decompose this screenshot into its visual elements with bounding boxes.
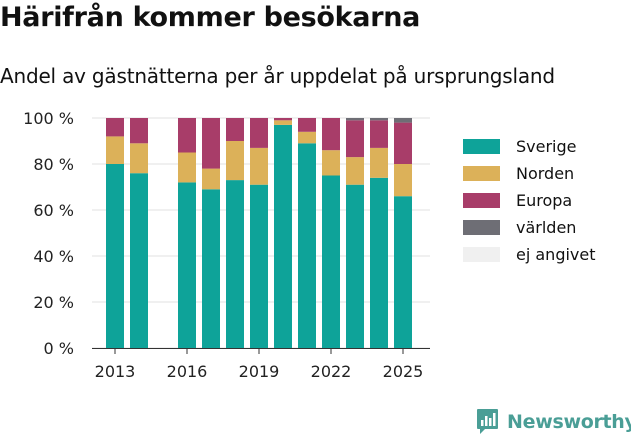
y-tick-label: 60 % — [33, 201, 74, 220]
legend-swatch — [463, 220, 500, 235]
bar-segment — [226, 118, 244, 141]
legend-item-sverige: Sverige — [463, 133, 596, 160]
chart-title: Härifrån kommer besökarna — [0, 2, 421, 33]
bar-segment — [322, 150, 340, 176]
brand-name: Newsworthy — [507, 410, 631, 433]
x-tick-label: 2025 — [383, 362, 424, 381]
bar-segment — [202, 189, 220, 348]
bar-segment — [178, 118, 196, 153]
y-tick-label: 100 % — [23, 109, 74, 128]
bar-segment — [130, 143, 148, 174]
chart-legend: Sverige Norden Europa världen ej angivet — [463, 133, 596, 268]
bar-segment — [106, 164, 124, 348]
bar-segment — [250, 118, 268, 148]
bar-segment — [250, 147, 268, 185]
y-tick-label: 20 % — [33, 293, 74, 312]
x-tick-label: 2022 — [311, 362, 352, 381]
y-tick-label: 80 % — [33, 155, 74, 174]
bar-segment — [322, 118, 340, 151]
newsworthy-logo-icon — [477, 409, 498, 434]
bar-segment — [130, 118, 148, 144]
legend-item-norden: Norden — [463, 160, 596, 187]
bar-segment — [202, 168, 220, 190]
bar-segment — [178, 152, 196, 183]
x-tick-label: 2019 — [239, 362, 280, 381]
bar-segment — [226, 141, 244, 181]
legend-item-ej-angivet: ej angivet — [463, 241, 596, 268]
legend-label: Europa — [516, 191, 573, 210]
legend-swatch — [463, 139, 500, 154]
legend-label: ej angivet — [516, 245, 596, 264]
bar-segment — [274, 124, 292, 349]
bar-segment — [298, 131, 316, 144]
bar-segment — [394, 118, 412, 123]
legend-swatch — [463, 193, 500, 208]
bar-segment — [370, 118, 388, 121]
bar-segment — [226, 180, 244, 348]
legend-label: Sverige — [516, 137, 577, 156]
newsworthy-logo: Newsworthy — [476, 408, 631, 435]
bar-segment — [274, 118, 292, 121]
bar-segment — [250, 184, 268, 348]
legend-item-varlden: världen — [463, 214, 596, 241]
bar-segment — [394, 196, 412, 348]
x-tick-label: 2013 — [95, 362, 136, 381]
y-tick-label: 40 % — [33, 247, 74, 266]
bar-segment — [370, 120, 388, 148]
legend-item-europa: Europa — [463, 187, 596, 214]
y-tick-label: 0 % — [44, 339, 74, 358]
legend-label: världen — [516, 218, 577, 237]
bar-segment — [322, 175, 340, 348]
bar-segment — [370, 177, 388, 348]
x-tick-label: 2016 — [167, 362, 208, 381]
bar-segment — [346, 157, 364, 185]
bar-segment — [370, 147, 388, 178]
bar-segment — [298, 118, 316, 132]
bar-segment — [298, 143, 316, 348]
bar-segment — [106, 136, 124, 164]
bar-segment — [346, 120, 364, 158]
bar-segment — [106, 118, 124, 137]
bar-segment — [202, 118, 220, 169]
legend-swatch — [463, 247, 500, 262]
bar-segment — [394, 164, 412, 197]
legend-label: Norden — [516, 164, 575, 183]
bar-segment — [274, 120, 292, 125]
bar-segment — [346, 184, 364, 348]
bar-segment — [394, 122, 412, 164]
bar-segment — [346, 118, 364, 121]
legend-swatch — [463, 166, 500, 181]
chart-subtitle: Andel av gästnätterna per år uppdelat på… — [0, 64, 555, 88]
bar-segment — [178, 182, 196, 348]
bar-segment — [130, 173, 148, 348]
